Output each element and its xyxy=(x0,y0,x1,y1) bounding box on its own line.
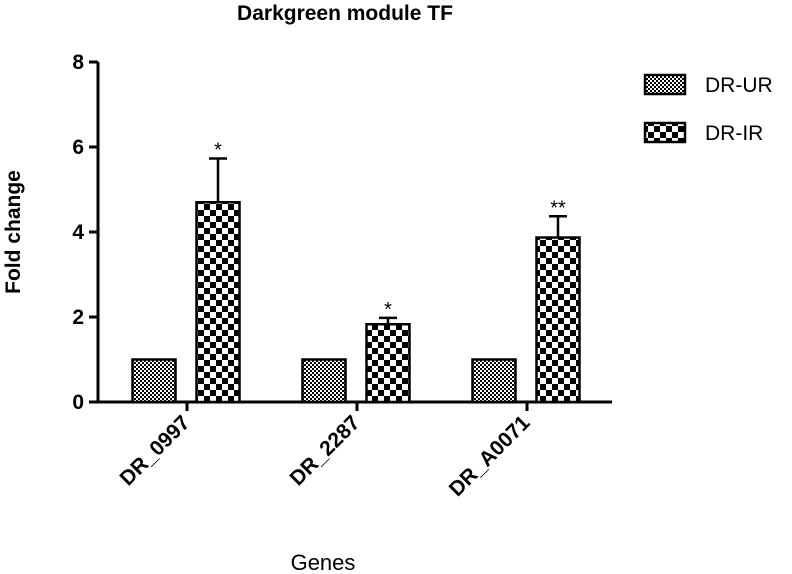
y-axis-label: Fold change xyxy=(2,170,25,294)
x-tick-label: DR_A0071 xyxy=(445,411,535,501)
y-tick-label: 6 xyxy=(72,136,84,159)
legend: DR-UR DR-IR xyxy=(643,73,773,145)
y-tick-label: 4 xyxy=(72,221,84,244)
y-tick-label: 2 xyxy=(72,306,84,329)
y-axis: 0 2 4 6 8 xyxy=(72,51,100,414)
y-tick-label: 8 xyxy=(72,51,84,74)
x-axis-label: Genes xyxy=(291,550,356,574)
legend-swatch xyxy=(643,73,687,96)
significance-label: * xyxy=(384,299,392,321)
bar xyxy=(535,236,581,404)
chart-title: Darkgreen module TF xyxy=(237,2,453,25)
x-axis: DR_0997 DR_2287 DR_A0071 xyxy=(98,400,612,501)
legend-swatch xyxy=(643,121,687,144)
bar xyxy=(365,322,411,404)
bar xyxy=(301,358,347,404)
error-bars xyxy=(209,157,567,325)
y-tick-label: 0 xyxy=(72,391,84,414)
x-tick-label: DR_2287 xyxy=(286,411,365,490)
significance-labels: **** xyxy=(214,139,566,320)
x-tick-label: DR_0997 xyxy=(116,411,195,490)
bar xyxy=(195,201,241,404)
bar xyxy=(471,358,517,404)
bar xyxy=(131,358,177,404)
legend-label: DR-UR xyxy=(705,74,773,97)
bars xyxy=(131,201,581,404)
legend-label: DR-IR xyxy=(705,122,763,145)
significance-label: * xyxy=(214,139,222,161)
significance-label: ** xyxy=(550,197,566,219)
